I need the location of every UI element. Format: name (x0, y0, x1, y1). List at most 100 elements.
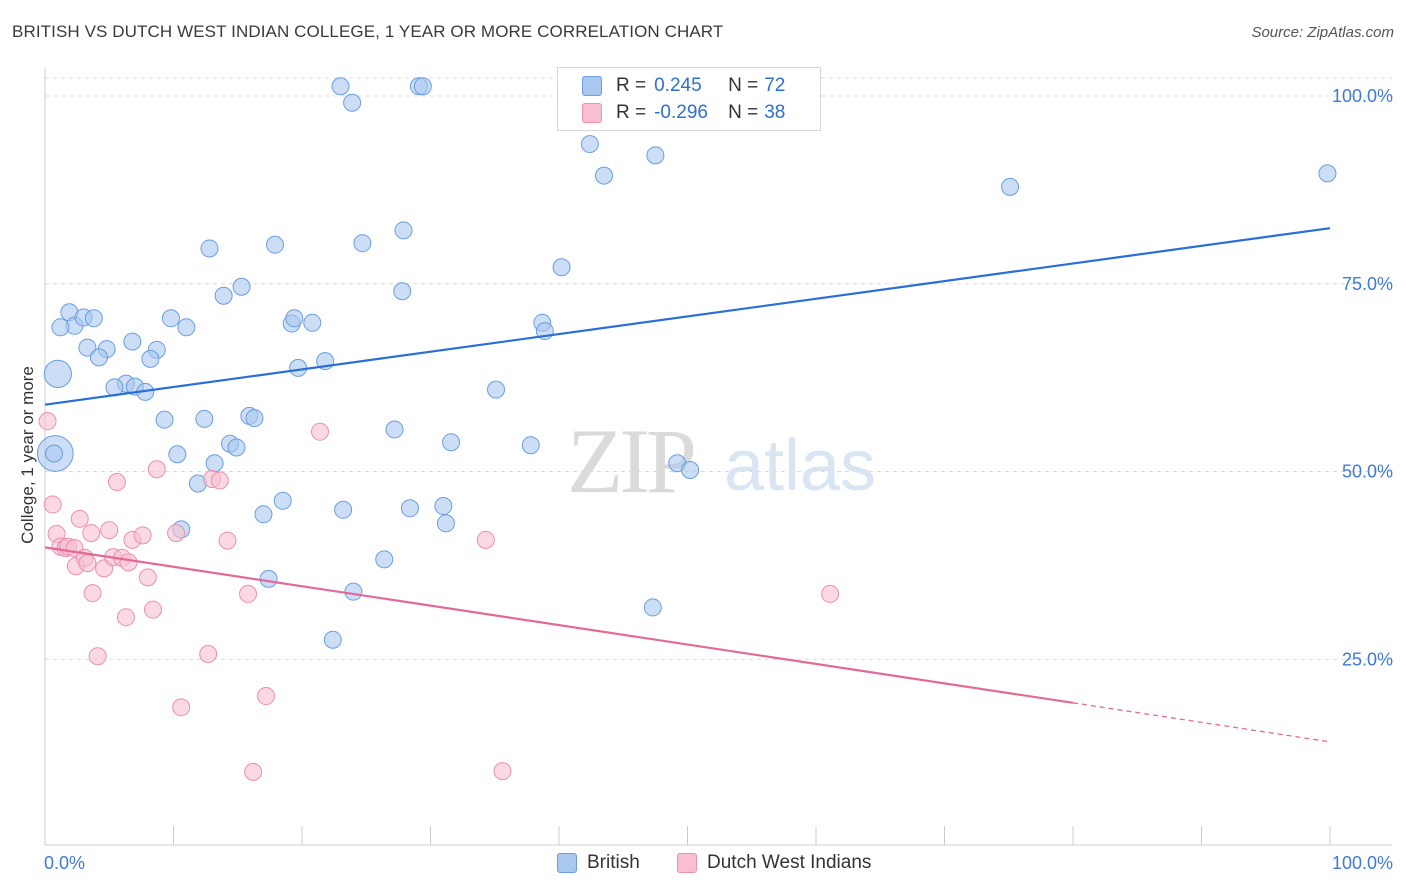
dutch-west-indians-point (88, 647, 107, 666)
dutch-west-indians-point (107, 473, 126, 492)
series-legend: British Dutch West Indians (0, 852, 1406, 878)
dutch-west-indians-point (218, 531, 237, 550)
british-point (177, 318, 196, 337)
y-axis-label: College, 1 year or more (18, 366, 37, 544)
n-value: 72 (764, 75, 786, 96)
british-swatch (582, 76, 602, 96)
british-point (303, 313, 322, 332)
legend-row-british: R = 0.245 N = 72 (582, 73, 785, 99)
legend-item-dutch-west-indians[interactable]: Dutch West Indians (677, 852, 871, 874)
dutch-west-indians-point (239, 584, 258, 603)
dutch-west-indians-point (147, 460, 166, 479)
dutch-west-indians-point (493, 762, 512, 781)
data-points (36, 77, 1337, 781)
british-point (43, 359, 72, 388)
dutch-west-indians-point (310, 422, 329, 441)
dutch-west-indians-point (167, 524, 186, 543)
british-point (141, 349, 160, 368)
british-point (521, 436, 540, 455)
x-tick-label: 0.0% (44, 853, 85, 873)
y-tick-label: 100.0% (1332, 86, 1393, 106)
dutch-west-indians-point (476, 530, 495, 549)
tick-labels: 25.0% 50.0% 75.0% 100.0% 0.0% 100.0% (44, 86, 1393, 873)
british-point (285, 309, 304, 328)
british-point (78, 338, 97, 357)
british-point (594, 166, 613, 185)
british-point (155, 410, 174, 429)
dutch-west-indians-point (38, 412, 57, 431)
y-tick-label: 50.0% (1342, 462, 1393, 482)
british-point (84, 309, 103, 328)
british-point (400, 499, 419, 518)
r-value: 0.245 (654, 75, 702, 96)
dutch-west-indians-point (78, 554, 97, 573)
trend-lines (44, 227, 1331, 743)
y-tick-label: 25.0% (1342, 649, 1393, 669)
dutch-west-indians-swatch (582, 103, 602, 123)
british-point (393, 282, 412, 301)
dutch-west-indians-point (210, 471, 229, 490)
british-point (245, 409, 264, 428)
british-point (334, 500, 353, 519)
dutch-west-indians-point (83, 584, 102, 603)
source-label: Source: ZipAtlas.com (1251, 24, 1394, 41)
n-label: N = (728, 102, 759, 123)
british-point (123, 332, 142, 351)
axes (44, 68, 1392, 846)
british-point (205, 454, 224, 473)
british-point (413, 77, 432, 96)
british-point (51, 318, 70, 337)
british-point (552, 258, 571, 277)
british-point (323, 630, 342, 649)
british-point (227, 438, 246, 457)
british-point (44, 444, 63, 463)
british-point (681, 460, 700, 479)
y-tick-label: 75.0% (1342, 274, 1393, 294)
n-value: 38 (764, 102, 786, 123)
watermark-atlas: atlas (724, 426, 876, 506)
dutch-west-indians-point (143, 600, 162, 619)
dutch-west-indians-point (82, 524, 101, 543)
grid-lines (45, 77, 1392, 660)
british-point (266, 235, 285, 254)
british-point (259, 569, 278, 588)
british-point (331, 77, 350, 96)
british-point (1318, 164, 1337, 183)
british-point (232, 277, 251, 296)
dutch-west-indians-point (244, 762, 263, 781)
legend-label: British (587, 852, 640, 873)
british-point (89, 348, 108, 367)
dutch-west-indians-point (138, 568, 157, 587)
dutch-west-indians-point (43, 495, 62, 514)
dutch-west-indians-swatch (677, 853, 697, 873)
chart-title: BRITISH VS DUTCH WEST INDIAN COLLEGE, 1 … (12, 22, 724, 41)
british-swatch (557, 853, 577, 873)
british-point (646, 146, 665, 165)
british-point (436, 514, 455, 533)
british-point (161, 309, 180, 328)
british-point (273, 491, 292, 510)
watermark: ZIP atlas (567, 410, 876, 512)
dutch-west-indians-trend-line (44, 546, 1074, 704)
british-point (200, 239, 219, 258)
british-point (214, 286, 233, 305)
british-trend-line (44, 227, 1331, 406)
legend-item-british[interactable]: British (557, 852, 640, 874)
legend-row-dutch-west-indians: R = -0.296 N = 38 (582, 100, 785, 126)
british-point (289, 358, 308, 377)
r-value: -0.296 (654, 102, 708, 123)
british-point (343, 93, 362, 112)
legend-label: Dutch West Indians (707, 852, 872, 873)
n-label: N = (728, 75, 759, 96)
stats-legend: R = 0.245 N = 72 R = -0.296 N = 38 (557, 67, 821, 131)
british-point (353, 234, 372, 253)
british-point (580, 135, 599, 154)
dutch-west-indians-point (133, 526, 152, 545)
british-point (1001, 177, 1020, 196)
r-label: R = (616, 75, 647, 96)
british-point (344, 582, 363, 601)
x-tick-label: 100.0% (1332, 853, 1393, 873)
british-point (385, 420, 404, 439)
british-point (487, 380, 506, 399)
